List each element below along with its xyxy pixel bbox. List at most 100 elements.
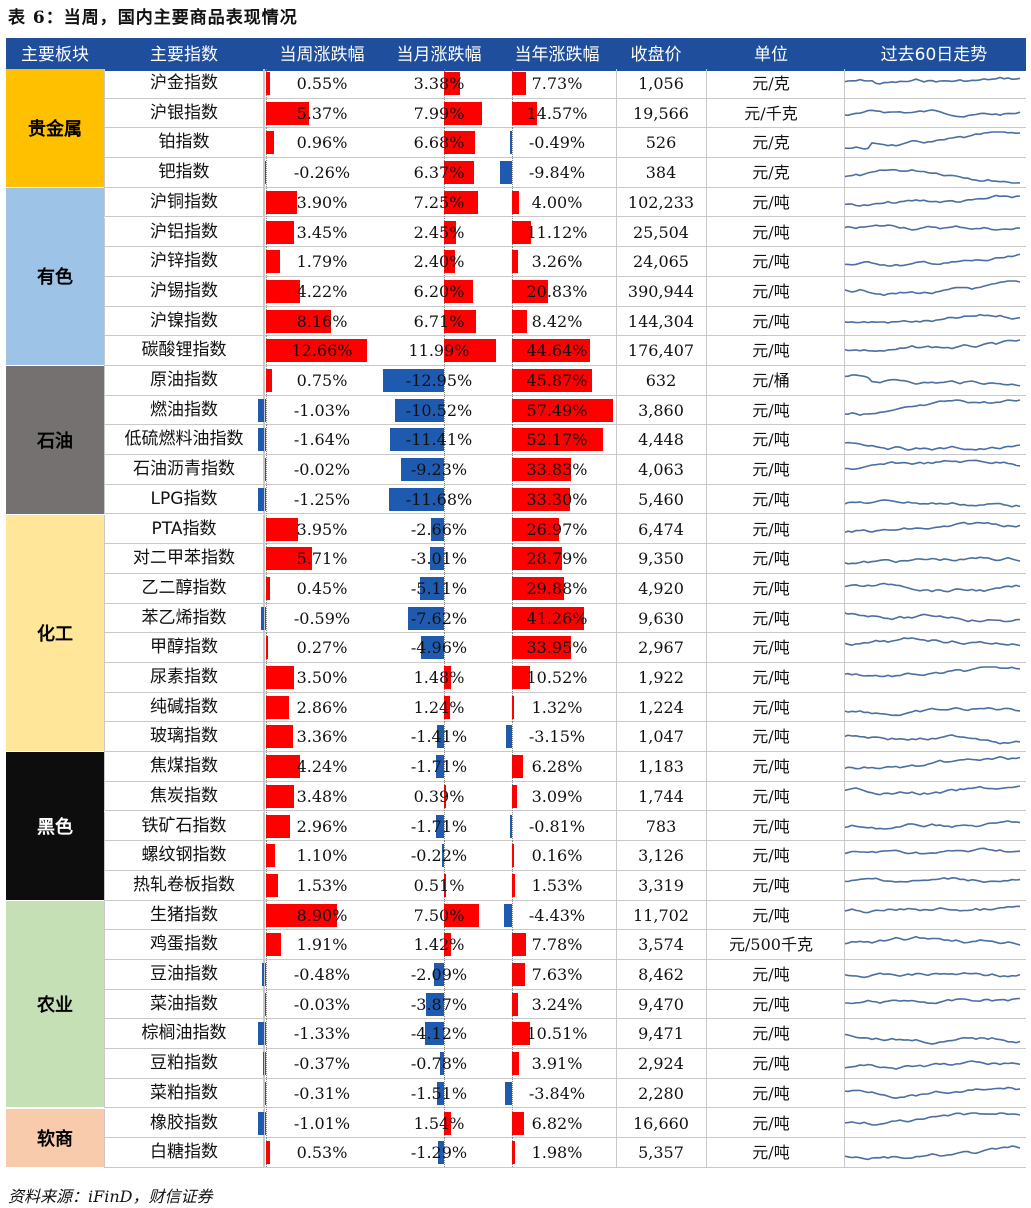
close-price: 4,920 <box>638 578 684 598</box>
year-change-value: -9.84% <box>528 163 586 183</box>
unit: 元/吨 <box>752 816 790 836</box>
trend-sparkline <box>844 582 1021 593</box>
trend-sparkline <box>844 876 1021 884</box>
sparkline-path <box>844 734 1021 745</box>
trend-sparkline <box>844 339 1021 353</box>
month-change-value: 2.40% <box>413 252 465 272</box>
month-change-bar <box>444 695 450 719</box>
index-name: 生猪指数 <box>104 900 264 930</box>
sparkline-path <box>844 374 1021 387</box>
sparkline-path <box>844 131 1021 151</box>
unit: 元/吨 <box>752 430 790 450</box>
sparkline-path <box>844 936 1021 947</box>
sparkline-path <box>844 582 1021 593</box>
month-change-bar <box>394 398 444 422</box>
week-change-bar <box>258 1111 266 1135</box>
year-change-bar <box>512 873 515 897</box>
month-axis-line <box>444 841 445 871</box>
trend-sparkline <box>844 1033 1021 1046</box>
month-axis-line <box>444 366 445 395</box>
month-change-bar <box>437 725 444 749</box>
week-change-value: -0.48% <box>293 965 351 984</box>
month-change-value: 1.54% <box>413 1113 465 1133</box>
month-axis-line <box>444 395 445 425</box>
year-change-value: 7.78% <box>531 935 583 955</box>
month-change-bar <box>444 903 480 927</box>
sector-label: 黑色 <box>6 752 104 901</box>
sparkline-path <box>844 905 1021 913</box>
week-change-bar <box>266 1141 271 1165</box>
unit: 元/吨 <box>752 549 790 569</box>
close-price: 3,319 <box>638 875 684 895</box>
trend-sparkline <box>844 374 1021 387</box>
column-separator <box>706 69 707 1168</box>
trend-sparkline <box>844 131 1021 151</box>
week-change-value: -0.02% <box>293 460 351 480</box>
year-change-value: 10.51% <box>526 1024 588 1044</box>
sparkline-path <box>844 876 1021 884</box>
index-name: 甲醇指数 <box>104 633 264 663</box>
year-change-bar <box>512 398 613 422</box>
year-change-value: -0.49% <box>528 133 586 153</box>
month-change-bar <box>420 636 444 660</box>
close-price: 1,047 <box>638 727 684 747</box>
month-change-bar <box>435 755 444 779</box>
table-row: PTA指数 3.95% -2.66% 26.97% 6,474 元/吨 <box>104 514 1026 545</box>
close-price: 24,065 <box>633 252 689 272</box>
week-change-value: 0.53% <box>296 1143 348 1163</box>
index-name: 焦煤指数 <box>104 752 264 782</box>
header-unit: 单位 <box>754 45 788 65</box>
header-trend: 过去60日走势 <box>880 45 988 65</box>
table-row: 白糖指数 0.53% -1.29% 1.98% 5,357 元/吨 <box>104 1138 1026 1168</box>
index-name: 燃油指数 <box>104 395 264 425</box>
week-axis-line <box>266 455 267 485</box>
close-price: 526 <box>645 133 677 153</box>
index-name: 玻璃指数 <box>104 722 264 752</box>
close-price: 2,924 <box>638 1054 684 1074</box>
index-name: 石油沥青指数 <box>104 455 264 485</box>
month-change-value: 1.42% <box>413 935 465 955</box>
index-name: 焦炭指数 <box>104 781 264 811</box>
close-price: 2,967 <box>638 638 684 658</box>
trend-sparkline <box>844 785 1021 796</box>
close-price: 5,460 <box>638 489 684 509</box>
unit: 元/桶 <box>752 371 790 390</box>
month-change-value: -3.87% <box>410 994 468 1014</box>
close-price: 384 <box>645 163 677 183</box>
month-change-value: -1.71% <box>410 816 468 836</box>
unit: 元/500千克 <box>729 935 813 955</box>
week-change-bar <box>266 131 274 155</box>
year-change-bar <box>512 963 526 986</box>
sparkline-path <box>844 1111 1021 1126</box>
close-price: 3,860 <box>638 400 684 420</box>
table-row: 鸡蛋指数 1.91% 1.42% 7.78% 3,574 元/500千克 <box>104 930 1026 960</box>
month-change-bar <box>429 547 444 571</box>
sparkline-path <box>844 108 1021 118</box>
month-change-value: 6.68% <box>413 133 465 153</box>
close-price: 25,504 <box>633 222 689 242</box>
year-change-bar <box>512 279 549 303</box>
trend-sparkline <box>844 755 1021 770</box>
close-price: 390,944 <box>627 281 695 301</box>
trend-sparkline <box>844 819 1021 830</box>
table-header: 主要板块 主要指数 当周涨跌幅 当月涨跌幅 当年涨跌幅 收盘价 单位 过去60日… <box>6 38 1026 71</box>
year-change-value: 3.24% <box>531 994 583 1014</box>
table-row: 焦炭指数 3.48% 0.39% 3.09% 1,744 元/吨 <box>104 781 1026 812</box>
table-row: 对二甲苯指数 5.71% -3.01% 28.79% 9,350 元/吨 <box>104 544 1026 574</box>
week-axis-line <box>266 603 267 633</box>
month-axis-line <box>444 722 445 752</box>
month-change-value: -4.96% <box>410 638 468 658</box>
week-change-bar <box>266 636 269 660</box>
month-change-value: -4.12% <box>410 1024 468 1044</box>
month-change-bar <box>444 1111 452 1135</box>
table-row: 热轧卷板指数 1.53% 0.51% 1.53% 3,319 元/吨 <box>104 870 1026 901</box>
month-change-bar <box>435 814 444 838</box>
month-axis-line <box>444 960 445 989</box>
close-price: 1,922 <box>638 668 684 687</box>
table-row: 橡胶指数 -1.01% 1.54% 6.82% 16,660 元/吨 <box>104 1108 1026 1139</box>
week-change-value: 2.96% <box>296 816 348 836</box>
close-price: 1,224 <box>638 697 684 717</box>
index-name: 菜粕指数 <box>104 1078 264 1108</box>
week-change-bar <box>266 695 289 719</box>
trend-sparkline <box>844 280 1021 297</box>
